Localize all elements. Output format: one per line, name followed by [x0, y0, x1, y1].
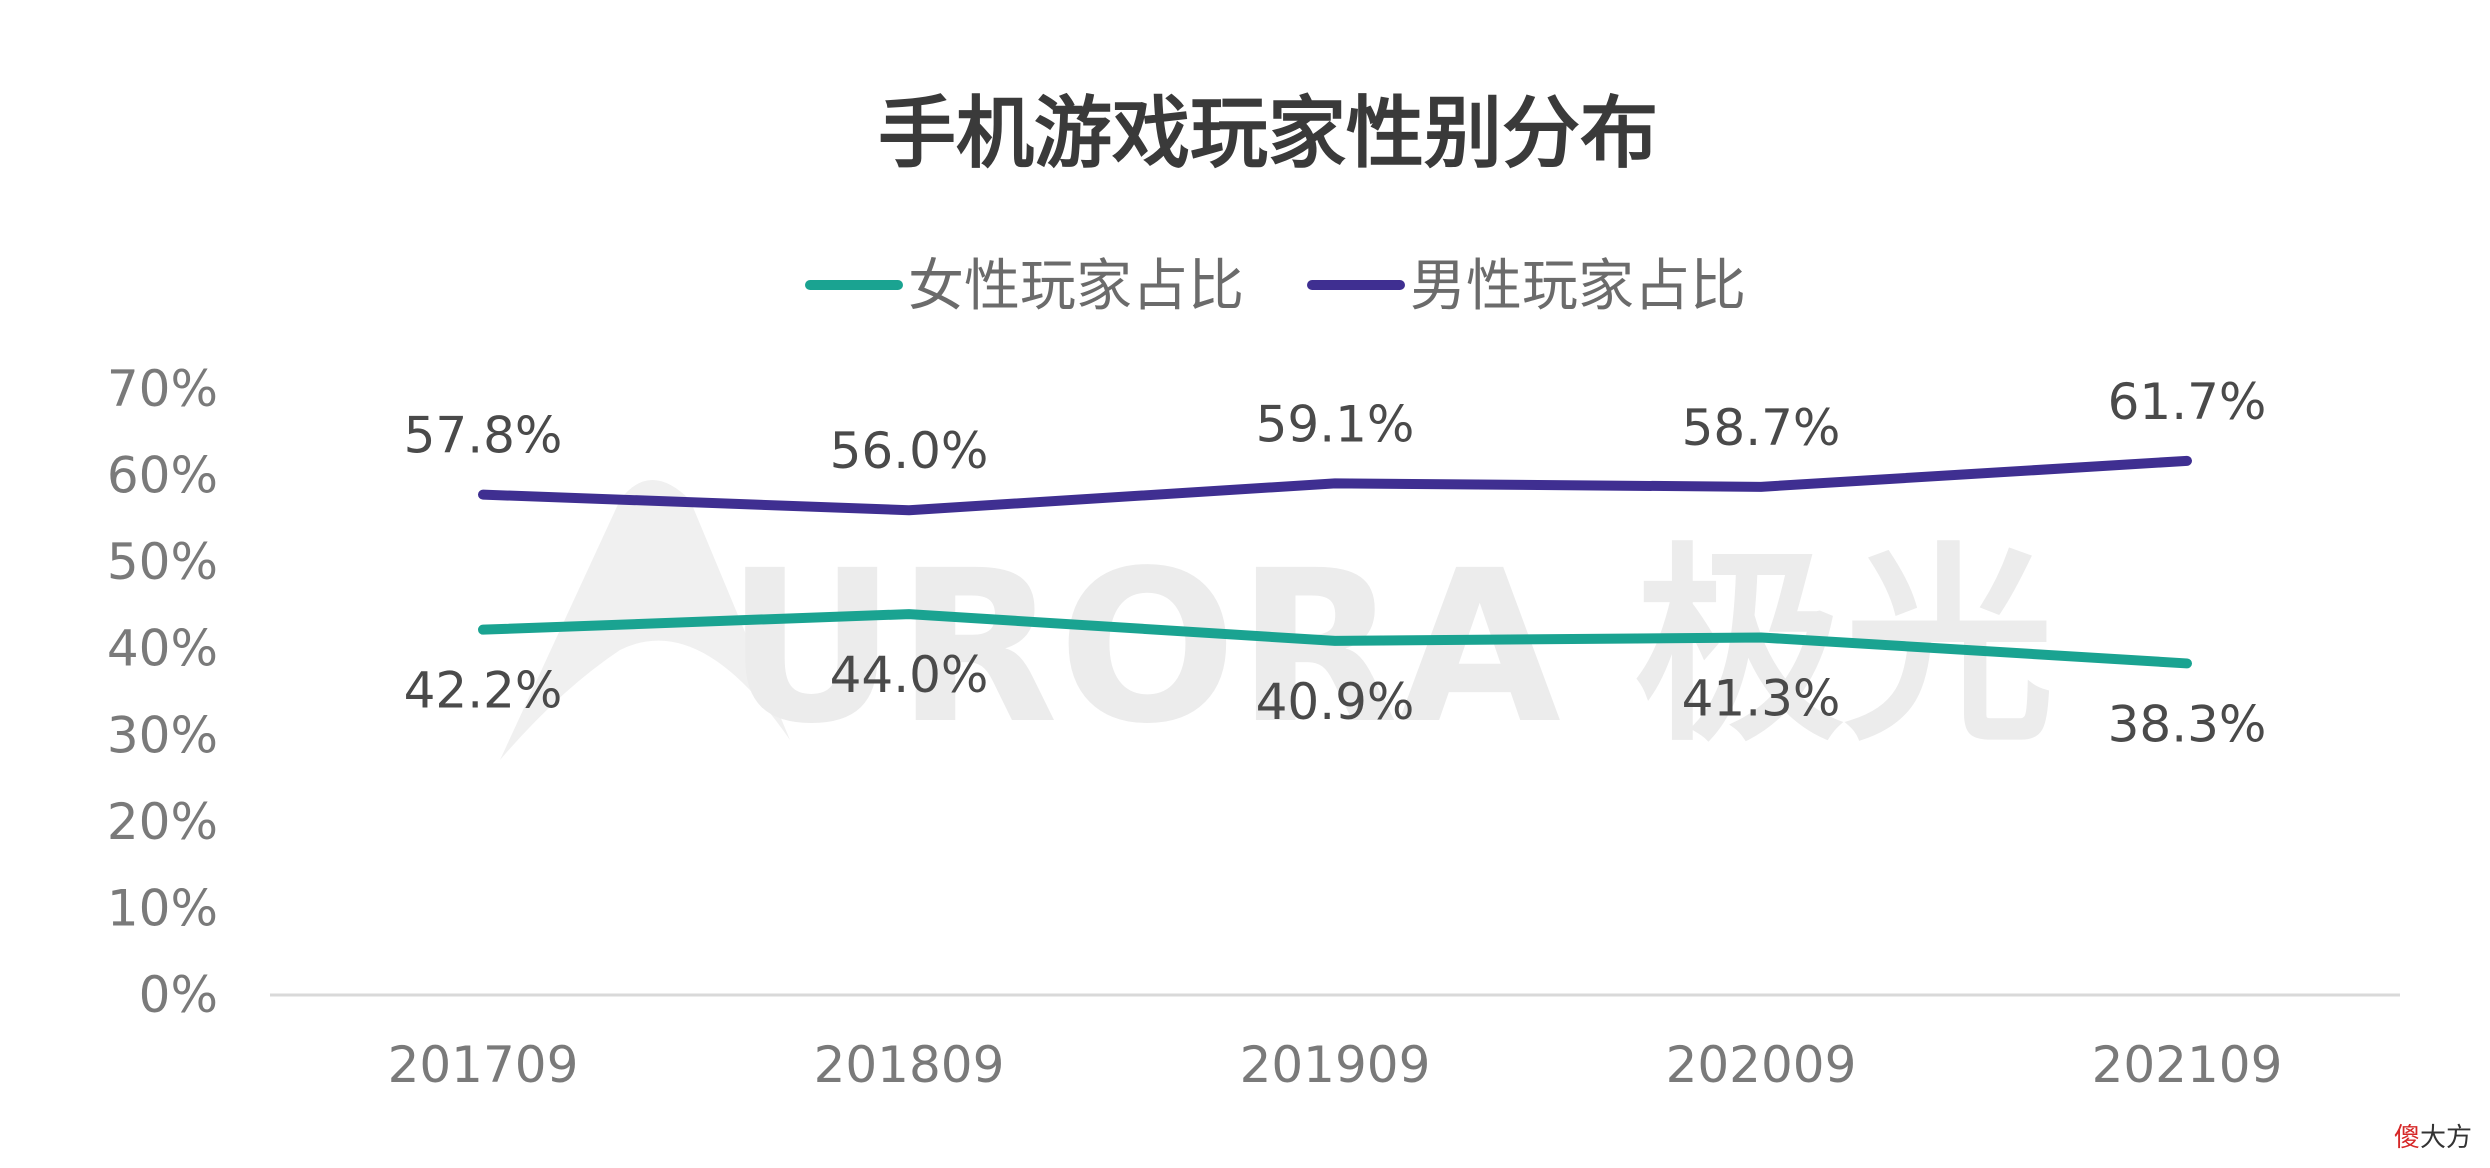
chart-title: 手机游戏玩家性别分布: [878, 89, 1658, 179]
legend-label-1: 男性玩家占比: [1410, 254, 1746, 319]
corner-watermark-accent: 傻: [2393, 1123, 2420, 1153]
data-label: 59.1%: [1256, 395, 1415, 453]
y-tick-label: 70%: [107, 360, 218, 418]
data-label: 56.0%: [830, 422, 989, 480]
watermark-text: URORA 极光: [726, 525, 2054, 770]
x-tick-label: 202009: [1666, 1036, 1857, 1094]
y-tick-label: 10%: [107, 879, 218, 937]
data-label: 57.8%: [404, 407, 563, 465]
y-tick-label: 40%: [107, 620, 218, 678]
corner-watermark: 傻大方: [2394, 1117, 2472, 1154]
x-tick-label: 201809: [814, 1036, 1005, 1094]
legend-label-0: 女性玩家占比: [908, 254, 1244, 319]
x-tick-label: 201909: [1240, 1036, 1431, 1094]
data-label: 42.2%: [404, 662, 563, 720]
x-tick-label: 202109: [2092, 1036, 2283, 1094]
series-line-0: [478, 609, 2192, 669]
x-tick-label: 201709: [388, 1036, 579, 1094]
data-label: 38.3%: [2108, 695, 2267, 753]
y-tick-label: 60%: [107, 447, 218, 505]
y-tick-label: 50%: [107, 533, 218, 591]
series-line-1: [478, 455, 2192, 516]
data-label: 41.3%: [1682, 669, 1841, 727]
data-label: 44.0%: [830, 646, 989, 704]
data-label: 61.7%: [2108, 373, 2267, 431]
data-label: 40.9%: [1256, 673, 1415, 731]
corner-watermark-text: 大方: [2419, 1123, 2472, 1153]
y-tick-label: 20%: [107, 793, 218, 851]
y-tick-label: 30%: [107, 706, 218, 764]
data-label: 58.7%: [1682, 399, 1841, 457]
y-tick-label: 0%: [139, 966, 218, 1024]
